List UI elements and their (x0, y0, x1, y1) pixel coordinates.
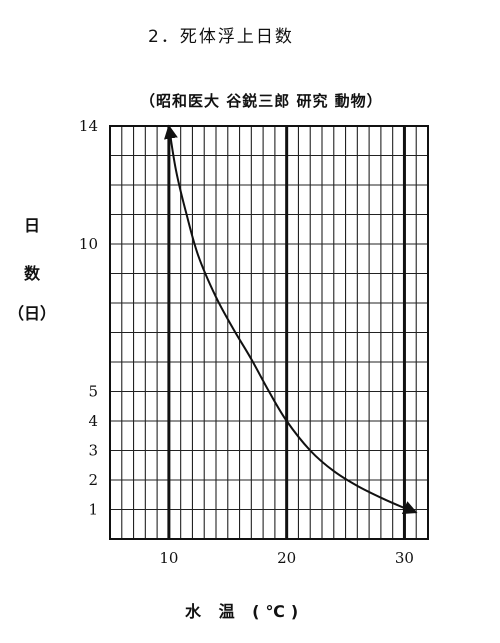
y-tick-label: 10 (79, 235, 98, 253)
x-axis-label: 水 温 (℃) (185, 602, 305, 621)
chart-title: 2．死体浮上日数 (148, 27, 294, 47)
y-tick-label: 1 (88, 501, 98, 519)
y-tick-label: 4 (88, 412, 98, 430)
x-tick-label: 20 (277, 549, 296, 567)
chart-subtitle: （昭和医大 谷鋭三郎 研究 動物） (140, 92, 383, 110)
y-axis-label-line-2: 数 (24, 264, 41, 283)
y-axis-label-line-1: 日 (24, 216, 41, 235)
x-tick-label: 10 (159, 549, 178, 567)
y-tick-label: 3 (88, 442, 98, 460)
data-series-line (164, 124, 418, 515)
y-tick-label: 2 (88, 471, 98, 489)
x-tick-labels: 10 20 30 (159, 549, 414, 567)
y-axis-label-line-3: （日） (8, 304, 57, 323)
x-tick-label: 30 (395, 549, 414, 567)
y-tick-label: 5 (88, 383, 98, 401)
y-tick-labels: 1 2 3 4 5 10 14 (79, 117, 98, 519)
y-tick-label: 14 (79, 117, 98, 135)
grid-minor (110, 126, 428, 539)
